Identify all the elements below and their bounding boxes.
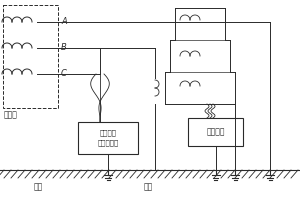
Text: B: B (61, 44, 67, 52)
Text: 大地: 大地 (143, 182, 153, 191)
Bar (188, 118, 243, 146)
Text: C: C (61, 70, 67, 78)
Text: 电阱测试仪: 电阱测试仪 (98, 140, 118, 146)
Text: 变压器: 变压器 (4, 110, 18, 119)
Text: A: A (61, 18, 67, 26)
Bar (3, 5, 58, 108)
Text: 高压绍缘: 高压绍缘 (100, 130, 116, 136)
Text: 高压计量: 高压计量 (206, 128, 225, 136)
Bar (78, 122, 138, 154)
Text: 大地: 大地 (33, 182, 43, 191)
